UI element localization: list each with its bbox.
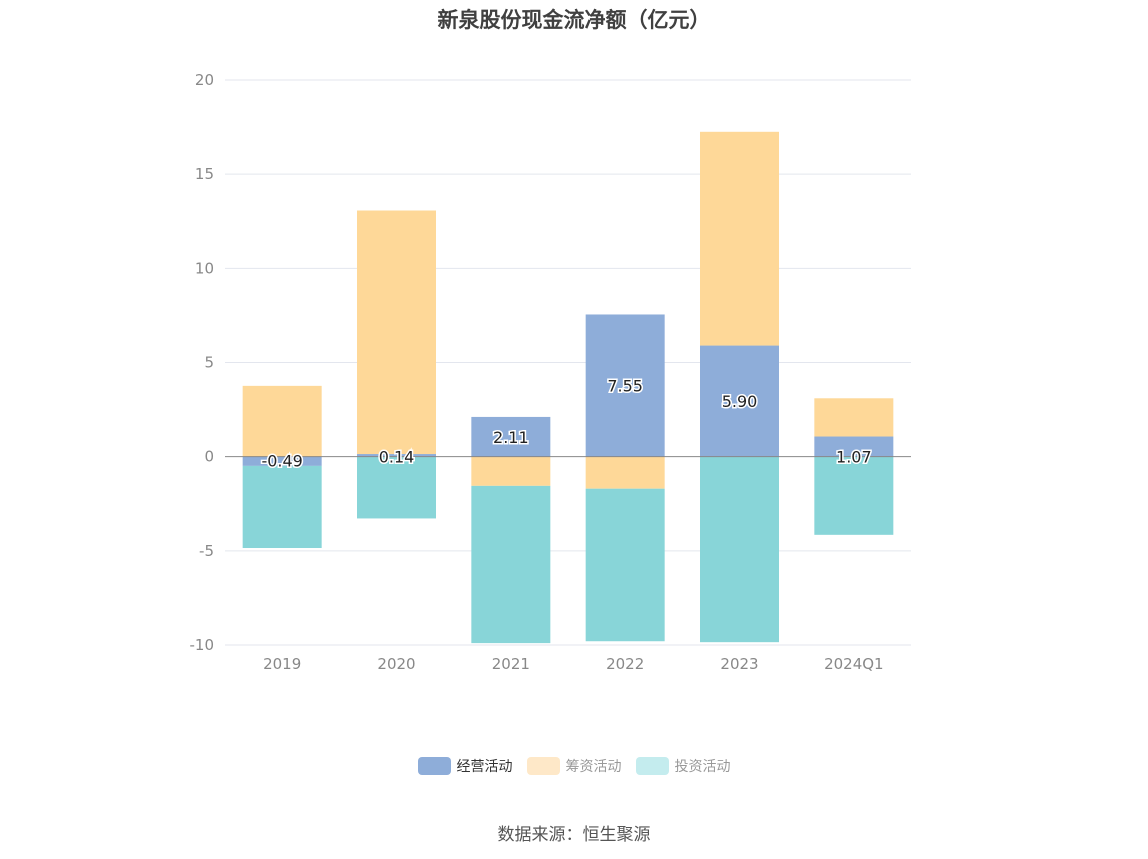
data-label: 2.11 [493,428,529,447]
data-label: 5.90 [722,392,758,411]
bar-筹资活动-2024Q1 [814,398,894,437]
x-tick-label: 2020 [377,655,415,673]
bar-投资活动-2022 [585,488,665,642]
y-tick-label: 10 [195,259,214,277]
bar-经营活动-2021 [471,416,551,457]
legend-swatch [635,757,669,775]
legend-label: 投资活动 [674,759,731,775]
chart-title: 新泉股份现金流净额（亿元） [437,8,711,32]
x-tick-label: 2023 [720,655,758,673]
legend: 经营活动 筹资活动 投资活动 [0,756,1148,776]
legend-swatch [417,757,451,775]
y-tick-label: -10 [190,636,215,654]
legend-item[interactable]: 投资活动 [635,756,731,776]
legend-item[interactable]: 筹资活动 [526,756,622,776]
y-tick-label: -5 [199,542,214,560]
grid-layer [225,79,911,646]
data-label: 0.14 [379,448,415,467]
bar-筹资活动-2023 [700,131,779,346]
y-tick-label: 15 [195,165,214,183]
bar-投资活动-2021 [471,485,551,644]
bars-layer [242,131,894,644]
bar-筹资活动-2019 [242,385,322,457]
bar-筹资活动-2020 [357,210,436,455]
bar-经营活动-2024Q1 [814,436,894,457]
bar-投资活动-2019 [242,465,322,549]
bar-经营活动-2022 [585,314,665,457]
data-label: -0.49 [261,452,302,471]
legend-item[interactable]: 经营活动 [417,756,513,776]
bar-筹资活动-2022 [585,456,665,489]
legend-swatch [526,757,560,775]
data-label: 7.55 [607,377,643,396]
y-tick-label: 0 [204,448,214,466]
bar-筹资活动-2021 [471,456,551,486]
legend-label: 筹资活动 [565,759,622,775]
x-tick-label: 2022 [606,655,644,673]
legend-label: 经营活动 [456,759,513,775]
bar-经营活动-2019 [242,456,322,466]
bar-投资活动-2024Q1 [814,456,894,535]
x-tick-label: 2019 [263,655,301,673]
axis-layer: 20 15 10 5 0 -5 -10 2019 2020 2021 2022 2023 2024Q1 [190,71,911,673]
x-tick-label: 2024Q1 [824,655,884,673]
bar-投资活动-2023 [700,456,779,643]
bar-经营活动-2020 [357,454,436,457]
data-source: 数据来源：恒生聚源 [497,825,651,845]
bar-投资活动-2020 [357,456,436,519]
x-tick-label: 2021 [492,655,530,673]
bar-经营活动-2023 [700,345,779,457]
y-tick-label: 20 [195,71,214,89]
data-label: 1.07 [836,448,872,467]
y-tick-label: 5 [204,354,214,372]
data-label-layer: -0.49 0.14 2.11 7.55 5.90 1.07 [260,375,873,472]
